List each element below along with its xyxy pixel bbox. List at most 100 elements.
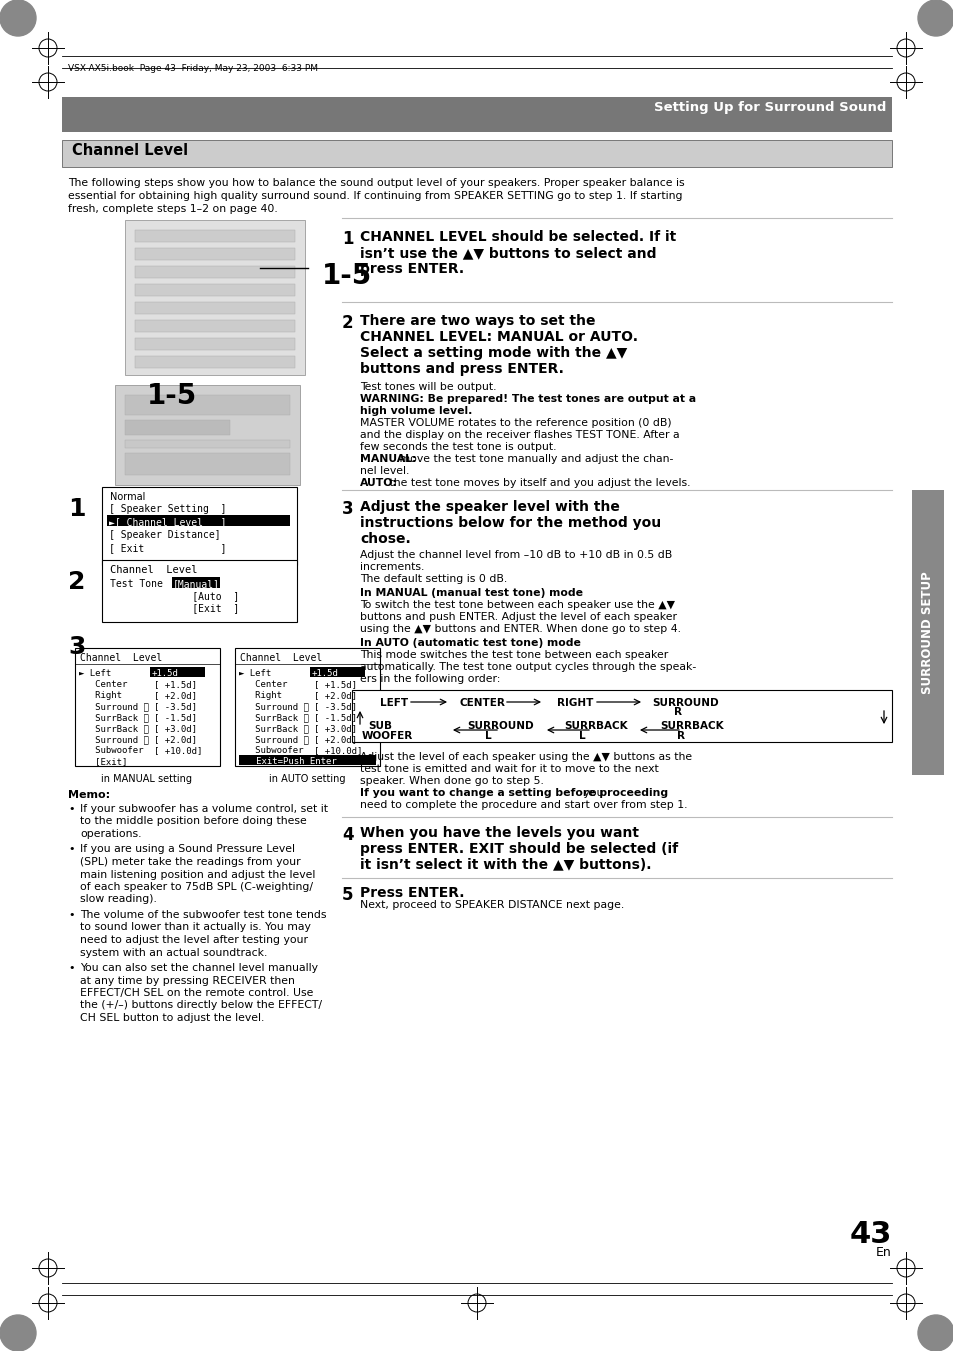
Text: Channel  Level: Channel Level	[80, 653, 162, 663]
Text: move the test tone manually and adjust the chan-: move the test tone manually and adjust t…	[396, 454, 673, 463]
Text: speaker. When done go to step 5.: speaker. When done go to step 5.	[359, 775, 543, 786]
Text: [Auto  ]: [Auto ]	[110, 590, 239, 601]
Text: +1.5d: +1.5d	[152, 669, 178, 678]
Text: Next, proceed to SPEAKER DISTANCE next page.: Next, proceed to SPEAKER DISTANCE next p…	[359, 900, 623, 911]
Text: buttons and press ENTER.: buttons and press ENTER.	[359, 362, 563, 376]
Text: The default setting is 0 dB.: The default setting is 0 dB.	[359, 574, 507, 584]
Text: the test tone moves by itself and you adjust the levels.: the test tone moves by itself and you ad…	[386, 478, 690, 488]
Text: instructions below for the method you: instructions below for the method you	[359, 516, 660, 530]
Text: Surround Ⓑ: Surround Ⓑ	[239, 735, 309, 744]
Text: L: L	[484, 731, 491, 740]
Circle shape	[0, 0, 36, 36]
Text: Right: Right	[239, 690, 282, 700]
Text: If you are using a Sound Pressure Level: If you are using a Sound Pressure Level	[80, 844, 294, 854]
Text: [ -3.5d]: [ -3.5d]	[314, 703, 356, 711]
Text: Press ENTER.: Press ENTER.	[359, 886, 464, 900]
Text: isn’t use the ▲▼ buttons to select and: isn’t use the ▲▼ buttons to select and	[359, 246, 656, 259]
Text: 5: 5	[341, 886, 354, 904]
FancyBboxPatch shape	[172, 577, 220, 588]
Text: at any time by pressing RECEIVER then: at any time by pressing RECEIVER then	[80, 975, 294, 985]
FancyBboxPatch shape	[135, 266, 294, 278]
Text: it isn’t select it with the ▲▼ buttons).: it isn’t select it with the ▲▼ buttons).	[359, 858, 651, 871]
Text: 1: 1	[341, 230, 354, 249]
FancyBboxPatch shape	[102, 486, 296, 565]
Text: When you have the levels you want: When you have the levels you want	[359, 825, 639, 840]
Text: Subwoofer: Subwoofer	[79, 746, 143, 755]
Text: You can also set the channel level manually: You can also set the channel level manua…	[80, 963, 317, 973]
Text: Adjust the level of each speaker using the ▲▼ buttons as the: Adjust the level of each speaker using t…	[359, 753, 691, 762]
Text: If you want to change a setting before proceeding: If you want to change a setting before p…	[359, 788, 667, 798]
Text: If your subwoofer has a volume control, set it: If your subwoofer has a volume control, …	[80, 804, 328, 815]
FancyBboxPatch shape	[62, 141, 891, 168]
Text: of each speaker to 75dB SPL (C-weighting/: of each speaker to 75dB SPL (C-weighting…	[80, 882, 313, 892]
Text: 1-5: 1-5	[322, 262, 372, 290]
Text: SURROUND SETUP: SURROUND SETUP	[921, 571, 934, 694]
FancyBboxPatch shape	[107, 515, 290, 526]
Text: R: R	[677, 731, 684, 740]
Text: press ENTER.: press ENTER.	[359, 262, 464, 276]
Text: Channel  Level: Channel Level	[110, 565, 197, 576]
Text: you: you	[579, 788, 603, 798]
FancyBboxPatch shape	[150, 667, 205, 677]
Text: SurrBack Ⓐ: SurrBack Ⓐ	[239, 724, 309, 734]
Text: The following steps show you how to balance the sound output level of your speak: The following steps show you how to bala…	[68, 178, 684, 188]
Text: CHANNEL LEVEL: MANUAL or AUTO.: CHANNEL LEVEL: MANUAL or AUTO.	[359, 330, 638, 345]
Text: 3: 3	[68, 635, 85, 659]
Text: CENTER: CENTER	[459, 698, 505, 708]
Text: SurrBack Ⓑ: SurrBack Ⓑ	[79, 713, 149, 721]
Text: The volume of the subwoofer test tone tends: The volume of the subwoofer test tone te…	[80, 911, 326, 920]
Text: to sound lower than it actually is. You may: to sound lower than it actually is. You …	[80, 923, 311, 932]
Text: Test Tone  ►: Test Tone ►	[110, 580, 186, 589]
Text: [ +2.0d]: [ +2.0d]	[314, 735, 356, 744]
Text: There are two ways to set the: There are two ways to set the	[359, 313, 595, 328]
Text: chose.: chose.	[359, 532, 411, 546]
Text: To switch the test tone between each speaker use the ▲▼: To switch the test tone between each spe…	[359, 600, 675, 611]
Text: •: •	[68, 963, 74, 973]
Text: Subwoofer: Subwoofer	[239, 746, 303, 755]
Text: Right: Right	[79, 690, 122, 700]
Text: the (+/–) buttons directly below the EFFECT/: the (+/–) buttons directly below the EFF…	[80, 1001, 322, 1011]
Text: [ -1.5d]: [ -1.5d]	[314, 713, 356, 721]
Text: [ +1.5d]: [ +1.5d]	[153, 680, 196, 689]
Text: Channel Level: Channel Level	[71, 143, 188, 158]
Text: in MANUAL setting: in MANUAL setting	[101, 774, 193, 784]
Text: In AUTO (automatic test tone) mode: In AUTO (automatic test tone) mode	[359, 638, 580, 648]
Text: [ Exit             ]: [ Exit ]	[109, 543, 226, 553]
FancyBboxPatch shape	[125, 394, 290, 415]
FancyBboxPatch shape	[125, 220, 305, 376]
Text: MASTER VOLUME rotates to the reference position (0 dB): MASTER VOLUME rotates to the reference p…	[359, 417, 671, 428]
Text: [ +2.0d]: [ +2.0d]	[153, 690, 196, 700]
FancyBboxPatch shape	[125, 440, 290, 449]
Text: ► Left: ► Left	[79, 669, 112, 678]
FancyBboxPatch shape	[310, 667, 365, 677]
Text: L: L	[578, 731, 585, 740]
Text: En: En	[876, 1246, 891, 1259]
Text: slow reading).: slow reading).	[80, 894, 156, 905]
Text: ers in the following order:: ers in the following order:	[359, 674, 500, 684]
Text: 2: 2	[68, 570, 85, 594]
FancyBboxPatch shape	[135, 338, 294, 350]
FancyBboxPatch shape	[115, 385, 299, 485]
Text: Setting Up for Surround Sound: Setting Up for Surround Sound	[653, 101, 885, 113]
Text: ►[ Channel Level   ]: ►[ Channel Level ]	[109, 517, 226, 527]
Text: AUTO:: AUTO:	[359, 478, 397, 488]
Text: SURRBACK: SURRBACK	[563, 721, 627, 731]
Text: Center: Center	[239, 680, 287, 689]
Text: 2: 2	[341, 313, 354, 332]
Text: [ +3.0d]: [ +3.0d]	[153, 724, 196, 734]
Text: RIGHT: RIGHT	[557, 698, 593, 708]
Text: to the middle position before doing these: to the middle position before doing thes…	[80, 816, 307, 827]
Text: increments.: increments.	[359, 562, 424, 571]
FancyBboxPatch shape	[911, 490, 943, 775]
Text: Memo:: Memo:	[68, 790, 110, 800]
Text: in AUTO setting: in AUTO setting	[269, 774, 345, 784]
Text: This mode switches the test tone between each speaker: This mode switches the test tone between…	[359, 650, 667, 661]
Text: test tone is emitted and wait for it to move to the next: test tone is emitted and wait for it to …	[359, 765, 659, 774]
Text: [Exit  ]: [Exit ]	[110, 603, 239, 613]
FancyBboxPatch shape	[135, 357, 294, 367]
Text: high volume level.: high volume level.	[359, 407, 472, 416]
Text: buttons and push ENTER. Adjust the level of each speaker: buttons and push ENTER. Adjust the level…	[359, 612, 677, 621]
Text: Adjust the speaker level with the: Adjust the speaker level with the	[359, 500, 619, 513]
Text: WOOFER: WOOFER	[361, 731, 413, 740]
Text: fresh, complete steps 1–2 on page 40.: fresh, complete steps 1–2 on page 40.	[68, 204, 277, 213]
